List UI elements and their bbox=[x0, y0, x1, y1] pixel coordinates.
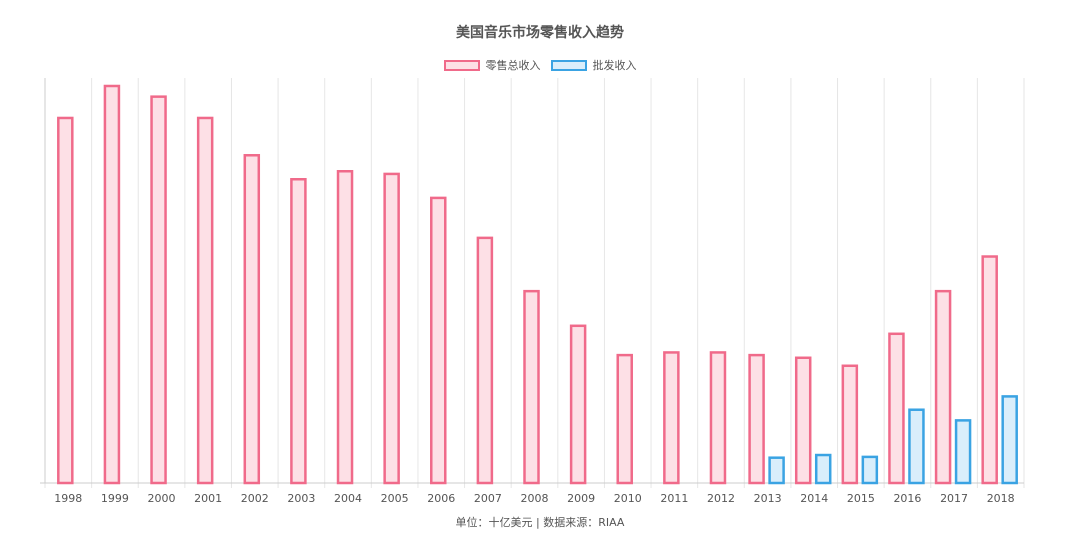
x-tick-label: 2015 bbox=[847, 492, 875, 505]
x-tick-label: 2014 bbox=[800, 492, 828, 505]
x-tick-label: 2007 bbox=[474, 492, 502, 505]
legend-label-retail: 零售总收入 bbox=[485, 59, 541, 72]
bar-retail-2016[interactable] bbox=[888, 332, 905, 485]
bar-retail-1999[interactable] bbox=[103, 84, 121, 485]
bar-wholesale-2017[interactable] bbox=[954, 419, 972, 485]
chart-footer: 单位：十亿美元 | 数据来源：RIAA bbox=[455, 516, 625, 529]
bar-retail-2002[interactable] bbox=[243, 154, 261, 485]
bar-retail-2007[interactable] bbox=[476, 236, 494, 485]
x-tick-label: 2006 bbox=[427, 492, 455, 505]
bar-retail-1998[interactable] bbox=[57, 116, 74, 485]
legend: 零售总收入 批发收入 bbox=[0, 57, 1080, 73]
bar-retail-2017[interactable] bbox=[934, 289, 952, 485]
x-tick-label: 2017 bbox=[940, 492, 968, 505]
bar-retail-2004[interactable] bbox=[336, 170, 354, 485]
x-tick-label: 2002 bbox=[241, 492, 269, 505]
bar-wholesale-2016[interactable] bbox=[908, 408, 925, 485]
bar-wholesale-2015[interactable] bbox=[861, 455, 879, 485]
bar-retail-2015[interactable] bbox=[841, 364, 859, 485]
x-tick-label: 2013 bbox=[754, 492, 782, 505]
bar-wholesale-2014[interactable] bbox=[814, 453, 832, 485]
bar-retail-2012[interactable] bbox=[709, 351, 727, 485]
bar-retail-2013[interactable] bbox=[748, 353, 765, 485]
bar-retail-2009[interactable] bbox=[569, 324, 587, 485]
x-tick-label: 2008 bbox=[521, 492, 549, 505]
bar-retail-2000[interactable] bbox=[150, 95, 167, 485]
legend-item-wholesale[interactable]: 批发收入 bbox=[550, 57, 637, 73]
x-tick-label: 1998 bbox=[54, 492, 82, 505]
bar-retail-2001[interactable] bbox=[196, 116, 214, 485]
bar-retail-2014[interactable] bbox=[794, 356, 812, 485]
bar-retail-2018[interactable] bbox=[981, 255, 998, 485]
bar-wholesale-2013[interactable] bbox=[768, 456, 785, 485]
x-tick-label: 2018 bbox=[987, 492, 1015, 505]
x-tick-label: 2004 bbox=[334, 492, 362, 505]
bar-retail-2011[interactable] bbox=[663, 351, 680, 485]
x-tick-label: 2001 bbox=[194, 492, 222, 505]
x-tick-label: 2010 bbox=[614, 492, 642, 505]
bar-retail-2008[interactable] bbox=[523, 289, 540, 485]
legend-swatch-wholesale bbox=[550, 59, 587, 71]
x-tick-label: 2016 bbox=[893, 492, 921, 505]
bar-wholesale-2018[interactable] bbox=[1001, 395, 1018, 485]
bar-retail-2003[interactable] bbox=[290, 178, 307, 485]
legend-item-retail[interactable]: 零售总收入 bbox=[443, 57, 541, 73]
bar-retail-2005[interactable] bbox=[383, 172, 400, 485]
legend-label-wholesale: 批发收入 bbox=[592, 59, 637, 72]
x-tick-label: 2011 bbox=[660, 492, 688, 505]
x-tick-label: 1999 bbox=[101, 492, 129, 505]
x-tick-label: 2009 bbox=[567, 492, 595, 505]
x-tick-label: 2005 bbox=[381, 492, 409, 505]
x-tick-label: 2000 bbox=[148, 492, 176, 505]
legend-swatch-retail bbox=[443, 59, 480, 71]
chart-title: 美国音乐市场零售收入趋势 bbox=[456, 25, 624, 41]
x-tick-label: 2003 bbox=[287, 492, 315, 505]
bar-retail-2010[interactable] bbox=[616, 353, 633, 485]
bar-retail-2006[interactable] bbox=[430, 196, 447, 485]
x-tick-label: 2012 bbox=[707, 492, 735, 505]
